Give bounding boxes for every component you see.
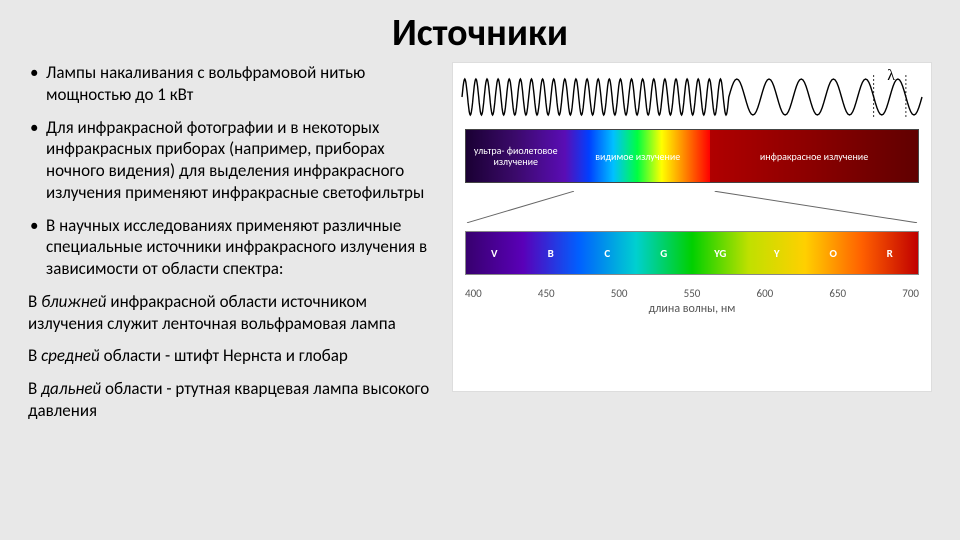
detail-seg-g: G — [636, 232, 693, 274]
diagram-column: λ ультра- фиолетовое излучение видимое и… — [452, 62, 932, 524]
band-uv: ультра- фиолетовое излучение — [466, 130, 565, 182]
wave-graphic — [461, 73, 923, 121]
spectrum-diagram: λ ультра- фиолетовое излучение видимое и… — [452, 62, 932, 392]
visible-detail-band: VBCGYGYOR — [465, 231, 919, 275]
bullet-list: Лампы накаливания с вольфрамовой нитью м… — [28, 62, 432, 280]
tick-label: 650 — [829, 287, 846, 300]
bullet-item: В научных исследованиях применяют различ… — [28, 215, 432, 280]
detail-seg-o: O — [805, 232, 862, 274]
projection-row — [465, 191, 919, 223]
spectrum-band: ультра- фиолетовое излучение видимое изл… — [465, 129, 919, 183]
detail-seg-b: B — [523, 232, 580, 274]
detail-seg-v: V — [466, 232, 523, 274]
text-column: Лампы накаливания с вольфрамовой нитью м… — [28, 62, 432, 524]
wave-row: λ — [461, 73, 923, 121]
lambda-label: λ — [887, 67, 895, 85]
detail-seg-r: R — [862, 232, 919, 274]
tick-label: 500 — [611, 287, 628, 300]
para-far: В дальней области - ртутная кварцевая ла… — [28, 378, 432, 422]
tick-label: 400 — [465, 287, 482, 300]
tick-label: 450 — [538, 287, 555, 300]
band-ir: инфракрасное излучение — [710, 130, 918, 182]
axis-row: 400 450 500 550 600 650 700 длина волны, нм — [465, 283, 919, 323]
tick-label: 700 — [902, 287, 919, 300]
content-row: Лампы накаливания с вольфрамовой нитью м… — [28, 62, 932, 524]
axis-title: длина волны, нм — [465, 302, 919, 316]
para-mid: В средней области - штифт Нернста и глоб… — [28, 345, 432, 367]
tick-label: 550 — [684, 287, 701, 300]
detail-seg-yg: YG — [692, 232, 749, 274]
detail-seg-c: C — [579, 232, 636, 274]
tick-labels: 400 450 500 550 600 650 700 — [465, 283, 919, 300]
para-near: В ближней инфракрасной области источнико… — [28, 291, 432, 335]
bullet-item: Для инфракрасной фотографии и в некоторы… — [28, 117, 432, 204]
detail-seg-y: Y — [749, 232, 806, 274]
projection-lines — [465, 191, 919, 223]
band-visible: видимое излучение — [565, 130, 710, 182]
slide-title: Источники — [28, 10, 932, 56]
tick-label: 600 — [757, 287, 774, 300]
bullet-item: Лампы накаливания с вольфрамовой нитью м… — [28, 62, 432, 106]
